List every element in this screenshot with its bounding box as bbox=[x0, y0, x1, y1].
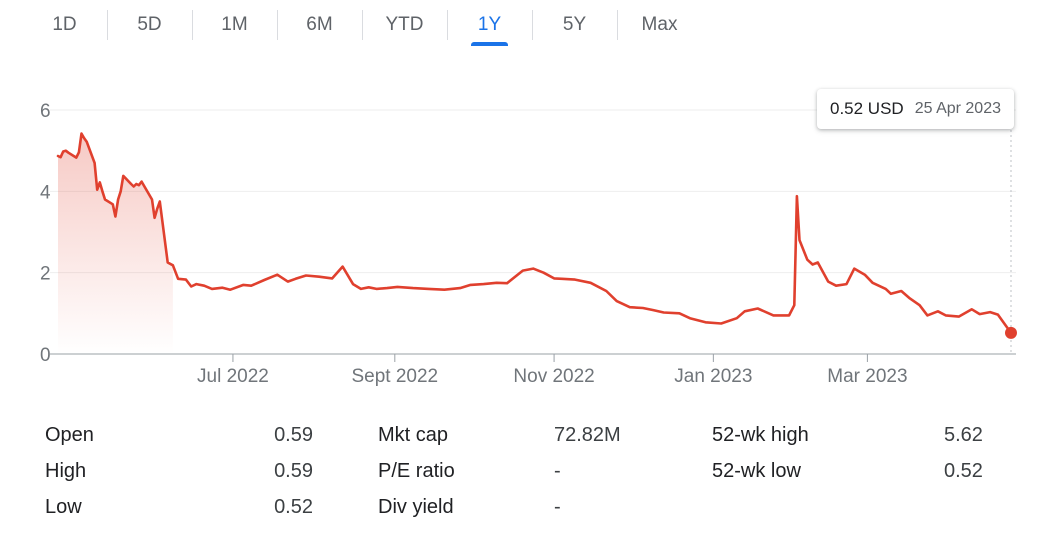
stat-label: Low bbox=[45, 496, 82, 518]
tooltip-date: 25 Apr 2023 bbox=[914, 100, 1001, 117]
range-tabs: 1D 5D 1M 6M YTD 1Y 5Y Max bbox=[22, 0, 702, 52]
tab-1d[interactable]: 1D bbox=[52, 14, 77, 35]
x-tick-label: Jan 2023 bbox=[674, 366, 752, 387]
tab-5d[interactable]: 5D bbox=[107, 0, 192, 52]
price-line bbox=[56, 132, 1013, 335]
tab-ytd[interactable]: YTD bbox=[362, 0, 447, 52]
stat-value: 5.62 bbox=[944, 424, 983, 446]
tab-5y[interactable]: 5Y bbox=[532, 0, 617, 52]
y-tick-label: 2 bbox=[40, 264, 51, 285]
stat-value: - bbox=[554, 496, 561, 518]
stat-value: 0.59 bbox=[274, 460, 313, 482]
tab-max[interactable]: Max bbox=[617, 0, 702, 52]
price-area bbox=[58, 133, 173, 354]
tab-6m[interactable]: 6M bbox=[277, 0, 362, 52]
x-tick-label: Sept 2022 bbox=[351, 366, 438, 387]
axes: 0 2 4 6 Jul 2022 Sept 2022 Nov 2022 Jan 2023 Mar… bbox=[40, 101, 908, 387]
stat-value: 0.59 bbox=[274, 424, 313, 446]
tooltip-value: 0.52 USD bbox=[830, 99, 904, 118]
stat-value: - bbox=[554, 460, 561, 482]
stat-label: Div yield bbox=[378, 496, 454, 518]
price-tooltip: 0.52 USD 25 Apr 2023 bbox=[817, 89, 1014, 129]
stat-label: 52-wk high bbox=[712, 424, 809, 446]
y-tick-label: 0 bbox=[40, 345, 51, 366]
stat-label: High bbox=[45, 460, 87, 482]
x-tick-label: Nov 2022 bbox=[513, 366, 594, 387]
tab-1y[interactable]: 1Y bbox=[447, 0, 532, 52]
stat-label: P/E ratio bbox=[378, 460, 455, 482]
stat-value: 0.52 bbox=[944, 460, 983, 482]
price-chart[interactable]: 0 2 4 6 Jul 2022 Sept 2022 Nov 2022 Jan 2023 Mar… bbox=[0, 60, 1046, 400]
current-price-dot bbox=[1005, 326, 1017, 339]
stat-label: 52-wk low bbox=[712, 460, 801, 482]
y-tick-label: 4 bbox=[40, 182, 51, 203]
x-tick-label: Jul 2022 bbox=[197, 366, 269, 387]
tab-1m[interactable]: 1M bbox=[192, 0, 277, 52]
stat-label: Mkt cap bbox=[378, 424, 449, 446]
stat-value: 72.82M bbox=[554, 424, 621, 446]
stat-label: Open bbox=[45, 424, 94, 446]
stat-value: 0.52 bbox=[274, 496, 313, 518]
y-tick-label: 6 bbox=[40, 101, 51, 122]
x-tick-label: Mar 2023 bbox=[827, 366, 907, 387]
gridlines bbox=[50, 109, 1016, 355]
